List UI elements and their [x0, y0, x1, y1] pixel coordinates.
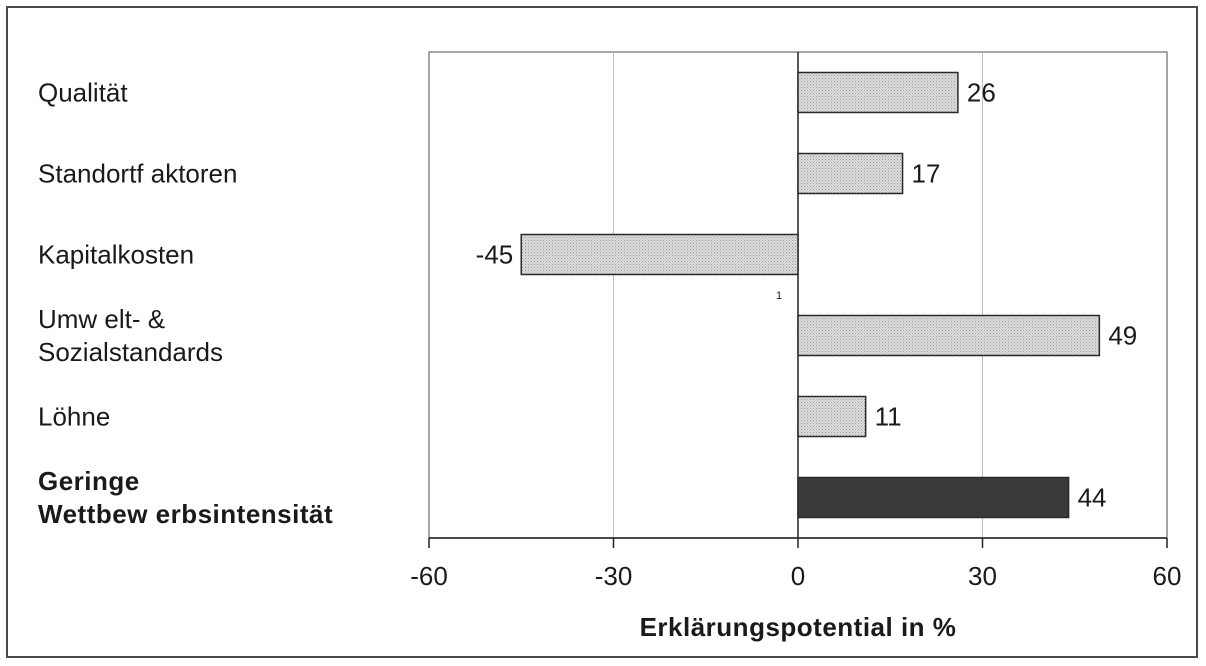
category-label-line: Standortf aktoren	[38, 159, 237, 189]
value-label: 44	[1078, 483, 1107, 513]
category-label: Standortf aktoren	[38, 159, 237, 189]
bar	[797, 152, 904, 195]
category-label-line: Kapitalkosten	[38, 240, 194, 270]
x-axis-title: Erklärungspotential in %	[640, 612, 957, 642]
labels-group: -60 -30 0 30 60 26 Qualität 17 Standortf aktoren…	[38, 78, 1181, 592]
category-label: Qualität	[38, 78, 128, 108]
x-tick-label: 0	[791, 561, 805, 591]
category-label-line: Wettbew erbsintensität	[38, 499, 333, 529]
value-label: 26	[967, 78, 996, 108]
category-label: Löhne	[38, 402, 110, 432]
category-label-line: Qualität	[38, 78, 128, 108]
category-label: Geringe Wettbew erbsintensität	[38, 466, 333, 529]
category-label-line: Umw elt- &	[38, 304, 165, 334]
x-tick-label: -60	[410, 561, 448, 591]
value-label: 17	[912, 159, 941, 189]
category-label: Kapitalkosten	[38, 240, 194, 270]
category-label: Umw elt- & Sozialstandards	[38, 304, 223, 367]
annotation-note: 1	[776, 290, 782, 302]
category-label-line: Geringe	[38, 466, 140, 496]
x-tick-label: 60	[1153, 561, 1182, 591]
plot-area	[428, 51, 1168, 548]
bar	[797, 71, 959, 114]
bar	[797, 395, 867, 438]
bars-group	[520, 71, 1101, 519]
x-tick-label: -30	[595, 561, 633, 591]
value-label: 49	[1108, 321, 1137, 351]
category-label-line: Sozialstandards	[38, 337, 223, 367]
bar	[797, 314, 1101, 357]
value-label: 11	[875, 402, 902, 432]
bar	[520, 233, 799, 276]
x-tick-label: 30	[968, 561, 997, 591]
bar	[797, 476, 1070, 519]
category-label-line: Löhne	[38, 402, 110, 432]
value-label: -45	[476, 240, 514, 270]
